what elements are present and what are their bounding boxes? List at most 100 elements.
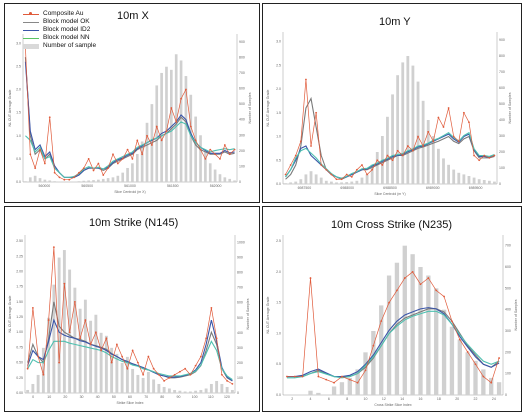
composite-point xyxy=(396,149,399,152)
y2-tick-label: 500 xyxy=(505,286,511,290)
y2-tick-label: 500 xyxy=(499,102,505,106)
x-tick-label: 120 xyxy=(224,395,230,399)
sample-bar xyxy=(194,390,198,393)
sample-bar xyxy=(194,116,197,182)
composite-point xyxy=(320,164,323,166)
sample-bar xyxy=(31,383,35,393)
sample-bar xyxy=(472,177,476,184)
y2-tick-label: 900 xyxy=(237,256,243,260)
composite-point xyxy=(180,97,182,100)
y-tick-label: 1.25 xyxy=(16,315,23,319)
sample-bar xyxy=(160,72,163,182)
sample-bar xyxy=(487,180,491,184)
sample-bar xyxy=(183,391,187,393)
y-tick-label: 0.00 xyxy=(16,391,23,395)
x-tick-label: 562000 xyxy=(210,184,222,188)
series-line-composite xyxy=(286,271,500,384)
sample-bar xyxy=(360,177,364,184)
sample-bar xyxy=(406,56,410,184)
composite-point xyxy=(366,173,368,176)
y2-tick-label: 400 xyxy=(237,331,243,335)
sample-bar xyxy=(416,81,420,184)
y2-tick-label: 200 xyxy=(505,350,511,354)
sample-bar xyxy=(184,76,188,182)
sample-bar xyxy=(78,308,82,393)
x-tick-label: 80 xyxy=(160,395,164,399)
composite-point xyxy=(189,373,192,376)
sample-bar xyxy=(441,309,447,395)
x-tick-label: 90 xyxy=(177,395,181,399)
sample-bar xyxy=(350,181,354,184)
sample-bar xyxy=(401,62,405,184)
sample-bar xyxy=(375,152,379,184)
sample-bar xyxy=(339,382,345,395)
sample-bar xyxy=(199,389,203,393)
x-tick-label: 0 xyxy=(32,395,34,399)
sample-bar xyxy=(162,386,166,393)
sample-bar xyxy=(24,181,27,182)
composite-point xyxy=(112,153,114,156)
sample-bar xyxy=(411,65,415,184)
y-tick-label: 1.50 xyxy=(16,300,23,304)
sample-bar xyxy=(178,390,182,393)
sample-bar xyxy=(309,171,313,184)
x-tick-label: 10 xyxy=(364,397,368,401)
composite-point xyxy=(37,355,40,358)
y2-tick-label: 700 xyxy=(239,71,245,75)
sample-bar xyxy=(371,331,376,395)
y-tick-label: 2.0 xyxy=(276,270,281,274)
y2-tick-label: 100 xyxy=(237,376,243,380)
x-tick-label: 100 xyxy=(192,395,198,399)
composite-point xyxy=(325,168,328,171)
x-tick-label: 6 xyxy=(328,397,330,401)
y2-tick-label: 300 xyxy=(239,133,245,137)
composite-point xyxy=(136,361,139,364)
sample-bar xyxy=(28,177,32,182)
legend-swatch-id2 xyxy=(23,29,39,31)
composite-point xyxy=(452,135,455,138)
composite-point xyxy=(380,320,383,323)
y-tick-label: 0.5 xyxy=(276,362,281,366)
composite-point xyxy=(116,162,119,165)
sample-bar xyxy=(141,377,145,393)
composite-point xyxy=(301,375,304,378)
sample-bar xyxy=(167,388,171,393)
composite-point xyxy=(102,174,105,176)
sample-bar xyxy=(53,181,56,182)
composite-point xyxy=(466,351,469,353)
x-tick-label: 24 xyxy=(492,397,496,401)
sample-bar xyxy=(434,288,439,395)
y2-tick-label: 700 xyxy=(505,244,511,248)
sample-bar xyxy=(365,174,369,184)
composite-point xyxy=(110,361,113,364)
composite-point xyxy=(94,331,97,334)
composite-point xyxy=(136,139,139,142)
composite-point xyxy=(355,168,358,171)
composite-point xyxy=(457,140,460,143)
x-tick-label: 561000 xyxy=(124,184,136,188)
composite-point xyxy=(488,156,491,159)
composite-point xyxy=(356,381,359,384)
x-tick-label: 560000 xyxy=(39,184,51,188)
chart-svg-y: 0.0 0.5 1.0 1.5 2.0 2.5 3.0 0 100 200 300 400 500 600… xyxy=(266,32,512,196)
composite-point xyxy=(53,171,56,174)
sample-bar xyxy=(304,174,308,184)
legend-swatch-nn xyxy=(23,37,39,39)
y-tick-label: 2.0 xyxy=(276,87,281,91)
composite-point xyxy=(194,139,197,142)
y-tick-label: 1.0 xyxy=(276,331,281,335)
y2-tick-label: 500 xyxy=(239,102,245,106)
sample-bar xyxy=(52,284,56,393)
composite-point xyxy=(92,169,95,172)
x-tick-label: 14 xyxy=(400,397,404,401)
sample-bar xyxy=(452,169,456,184)
x-tick-label: 561500 xyxy=(167,184,179,188)
composite-point xyxy=(226,379,229,382)
composite-point xyxy=(233,148,236,151)
sample-bar xyxy=(394,262,400,395)
y2-tick-label: 800 xyxy=(239,55,245,59)
sample-bar xyxy=(157,383,161,393)
chart-panel-strike: 0.00 0.25 0.50 0.75 1.00 1.25 1.50 1.75 2.00 2.25… xyxy=(4,206,260,412)
composite-point xyxy=(435,289,438,292)
sample-bar xyxy=(496,382,502,395)
